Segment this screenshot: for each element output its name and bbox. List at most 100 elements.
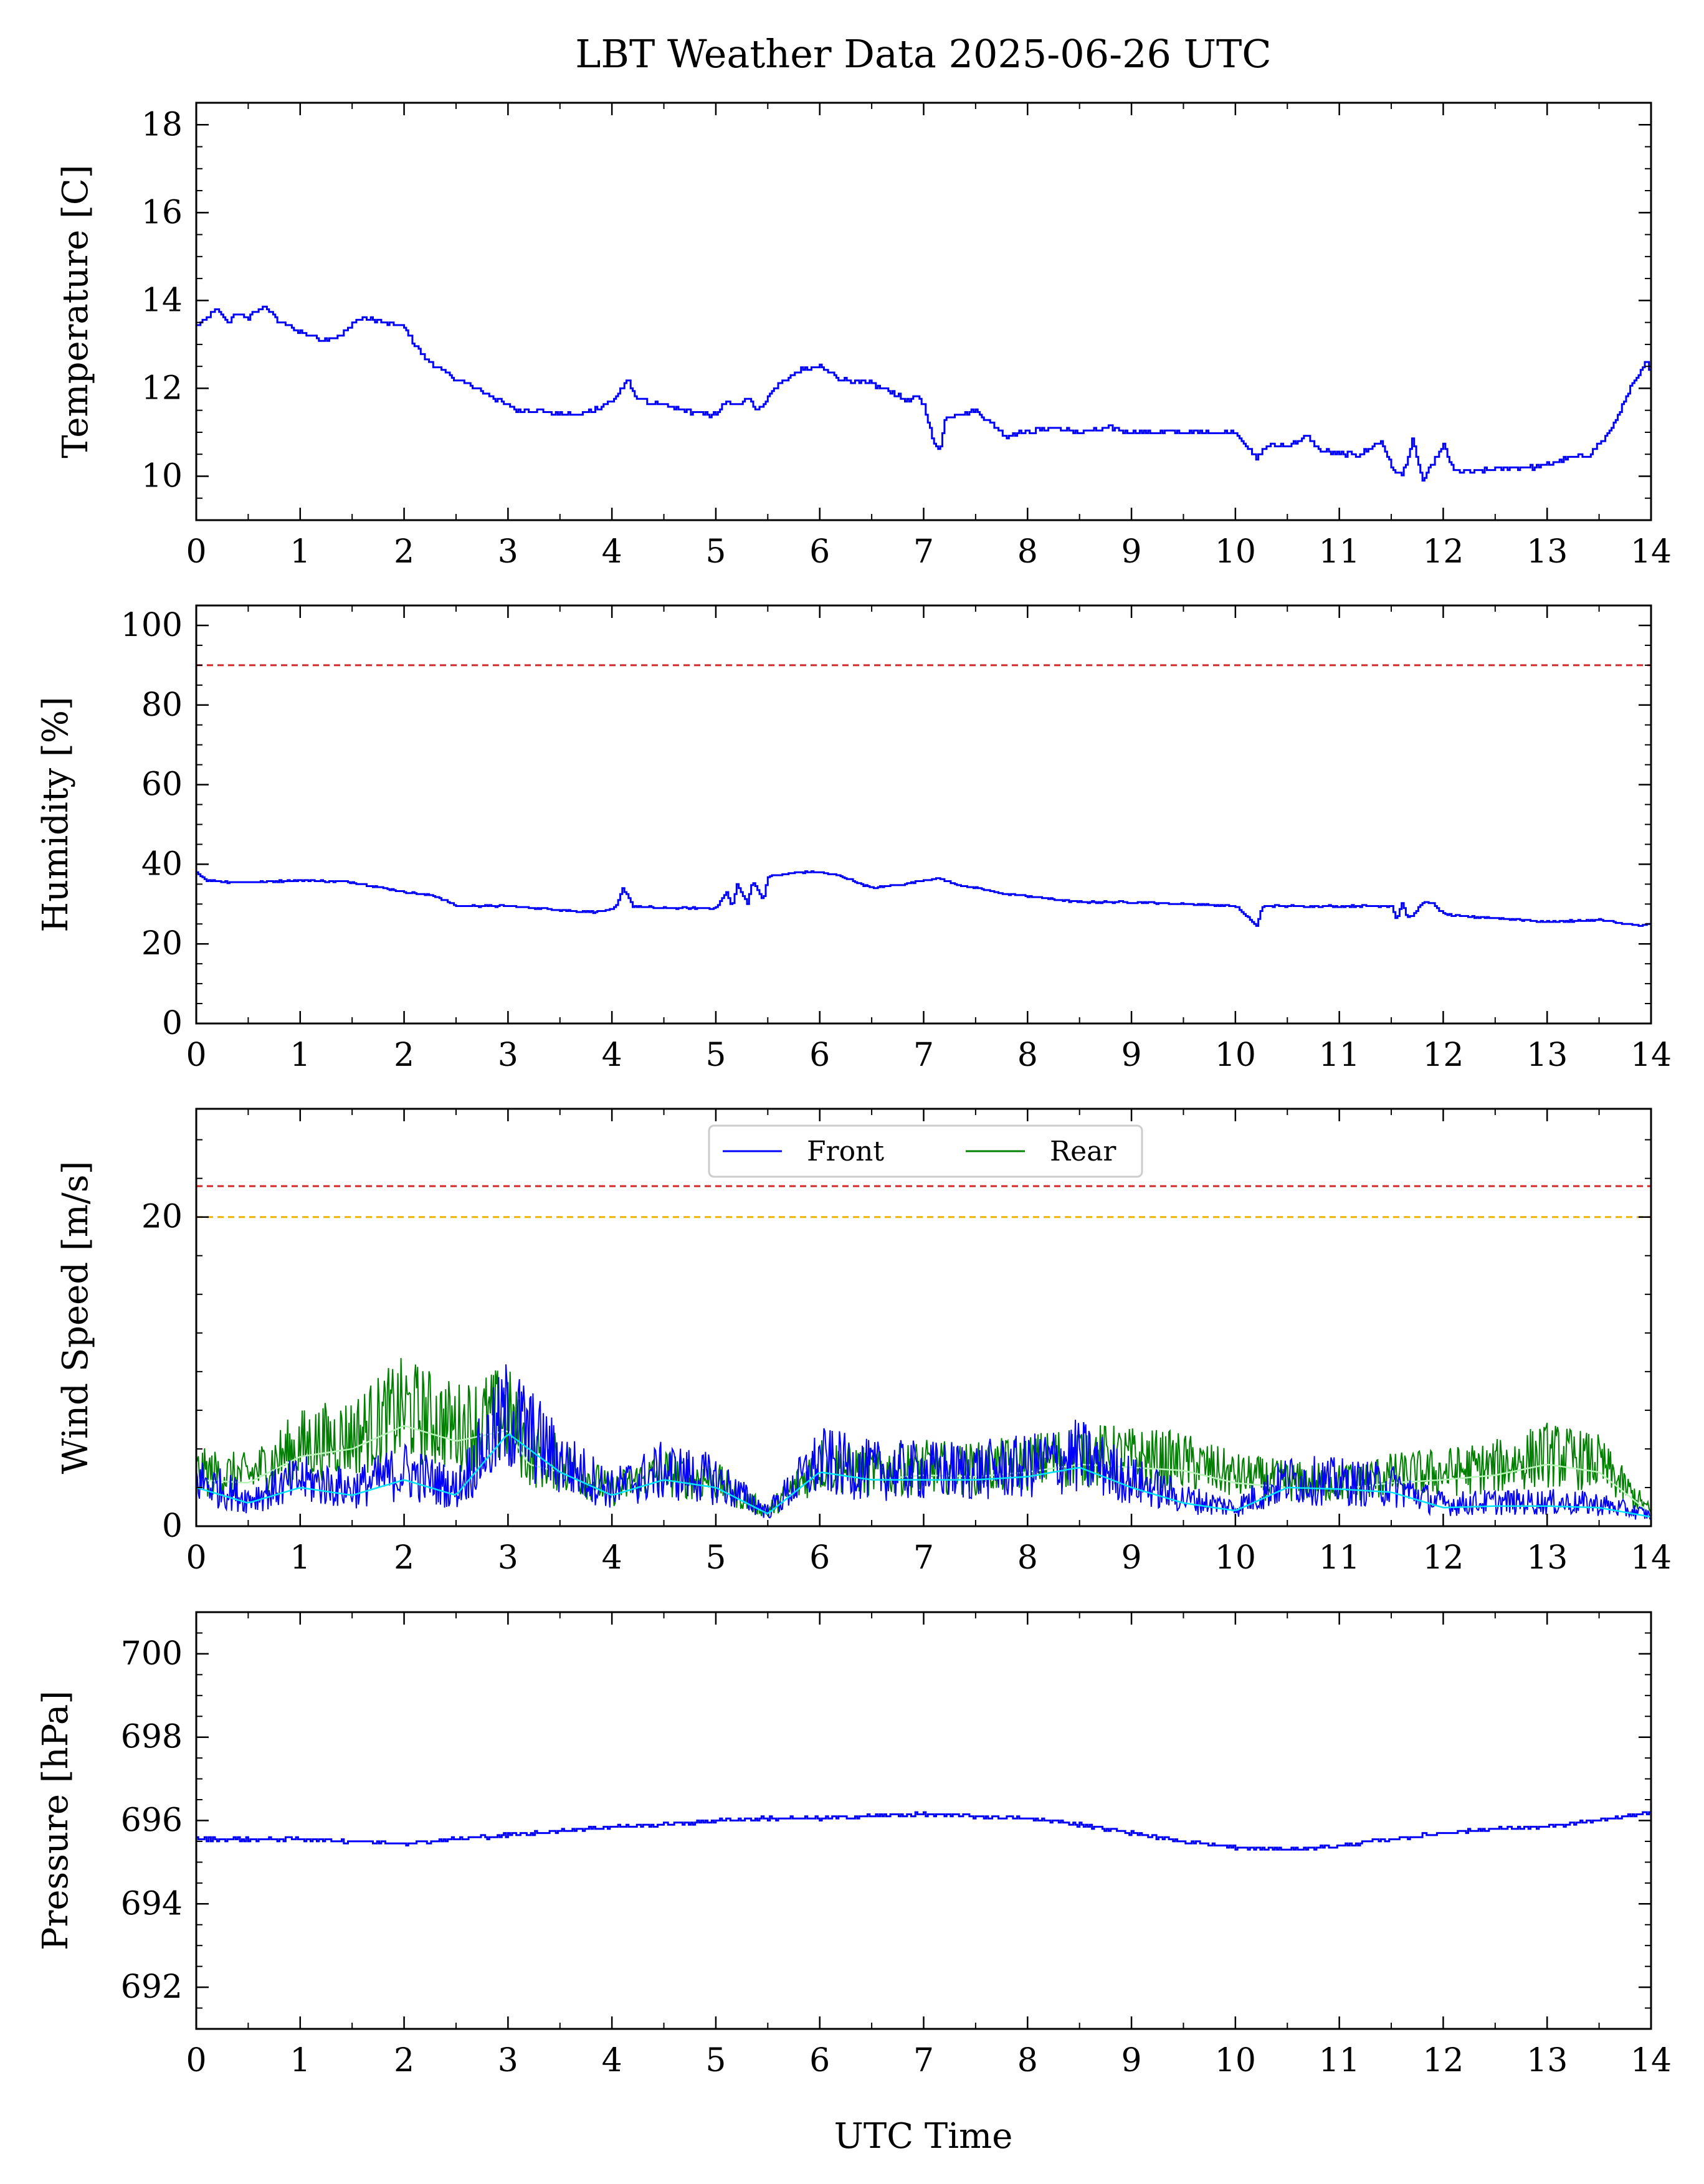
x-tick-label: 5 [705,1037,726,1074]
y-tick-label: 60 [141,766,183,804]
x-tick-label: 7 [913,1037,934,1074]
x-tick-label: 2 [394,533,414,571]
x-tick-label: 3 [498,533,518,571]
temperature-y-axis-label: Temperature [C] [55,164,96,458]
panel-pressure: 0 1 2 3 4 5 6 7 8 9 10 11 12 13 14692694696698700Press… [36,1611,1672,2079]
x-tick-label: 3 [498,2042,518,2079]
y-tick-label: 16 [141,194,183,231]
y-tick-label: 10 [141,457,183,495]
x-tick-label: 1 [290,533,310,571]
figure-title: LBT Weather Data 2025-06-26 UTC [575,31,1271,77]
temperature-axes-frame [195,102,1652,521]
y-tick-label: 694 [121,1885,183,1922]
x-tick-label: 8 [1017,1037,1038,1074]
wind-series [196,1358,1651,1521]
pressure-series [196,1810,1651,1851]
x-tick-label: 6 [809,2042,830,2079]
x-tick-label: 0 [186,1037,206,1074]
x-tick-label: 12 [1422,1037,1464,1074]
wind-legend: Front Rear [708,1124,1143,1178]
pressure-line [196,1810,1651,1851]
x-tick-label: 1 [290,1539,310,1577]
x-tick-label: 13 [1526,533,1568,571]
x-tick-label: 10 [1215,533,1256,571]
x-tick-label: 6 [809,1539,830,1577]
x-tick-label: 0 [186,1539,206,1577]
panels: 0 1 2 3 4 5 6 7 8 9 10 11 12 13 141012141618Temperatur… [36,102,1672,2079]
y-tick-label: 692 [121,1968,183,2006]
temperature-line [196,305,1651,482]
x-tick-label: 12 [1422,2042,1464,2079]
x-tick-label: 2 [394,1539,414,1577]
x-tick-label: 10 [1215,1037,1256,1074]
x-tick-label: 8 [1017,2042,1038,2079]
x-tick-label: 14 [1630,533,1672,571]
y-tick-label: 20 [141,1199,183,1236]
x-tick-label: 13 [1526,1037,1568,1074]
x-tick-label: 6 [809,1037,830,1074]
legend-label-front: Front [807,1136,884,1167]
x-tick-label: 13 [1526,2042,1568,2079]
x-tick-label: 7 [913,533,934,571]
x-tick-label: 14 [1630,2042,1672,2079]
y-tick-label: 14 [141,282,183,319]
wind-front-line [196,1364,1651,1521]
x-tick-label: 7 [913,2042,934,2079]
x-tick-label: 5 [705,533,726,571]
y-tick-label: 700 [121,1635,183,1673]
pressure-y-axis-label: Pressure [hPa] [36,1691,76,1950]
x-tick-label: 12 [1422,533,1464,571]
x-tick-label: 4 [602,1539,622,1577]
x-tick-label: 11 [1319,1037,1360,1074]
x-tick-label: 5 [705,2042,726,2079]
panel-humidity: 0 1 2 3 4 5 6 7 8 9 10 11 12 13 14020406080100Humidity… [36,604,1672,1074]
x-tick-label: 14 [1630,1037,1672,1074]
legend-frame [708,1124,1143,1178]
x-tick-label: 10 [1215,2042,1256,2079]
pressure-axes-frame [195,1611,1652,2030]
x-tick-label: 11 [1319,1539,1360,1577]
wind-y-axis-label: Wind Speed [m/s] [55,1161,96,1474]
x-tick-label: 14 [1630,1539,1672,1577]
y-tick-label: 12 [141,369,183,407]
x-tick-label: 9 [1121,1539,1142,1577]
x-tick-label: 9 [1121,533,1142,571]
x-tick-label: 2 [394,1037,414,1074]
legend-label-rear: Rear [1050,1136,1116,1167]
x-tick-label: 4 [602,2042,622,2079]
x-tick-label: 11 [1319,2042,1360,2079]
y-tick-label: 698 [121,1719,183,1756]
x-tick-label: 4 [602,533,622,571]
x-tick-label: 13 [1526,1539,1568,1577]
y-tick-label: 40 [141,845,183,883]
humidity-series [196,870,1651,927]
x-tick-label: 3 [498,1037,518,1074]
y-tick-label: 696 [121,1802,183,1840]
x-tick-label: 9 [1121,1037,1142,1074]
y-tick-label: 100 [121,607,183,644]
x-tick-label: 10 [1215,1539,1256,1577]
panel-temperature: 0 1 2 3 4 5 6 7 8 9 10 11 12 13 141012141618Temperatur… [55,102,1672,571]
x-axis-label: UTC Time [834,2116,1013,2157]
x-tick-label: 2 [394,2042,414,2079]
x-tick-label: 0 [186,533,206,571]
y-tick-label: 0 [162,1507,183,1545]
x-tick-label: 8 [1017,1539,1038,1577]
humidity-line [196,870,1651,927]
x-tick-label: 7 [913,1539,934,1577]
y-tick-label: 0 [162,1005,183,1042]
y-tick-label: 18 [141,106,183,143]
wind-front-smoothed-line [196,1433,1651,1518]
y-tick-label: 80 [141,686,183,724]
x-tick-label: 4 [602,1037,622,1074]
x-tick-label: 6 [809,533,830,571]
x-tick-label: 5 [705,1539,726,1577]
x-tick-label: 12 [1422,1539,1464,1577]
y-tick-label: 20 [141,925,183,962]
wind-rear-smoothed-line [196,1425,1651,1515]
temperature-series [196,305,1651,482]
x-tick-label: 9 [1121,2042,1142,2079]
x-tick-label: 1 [290,1037,310,1074]
